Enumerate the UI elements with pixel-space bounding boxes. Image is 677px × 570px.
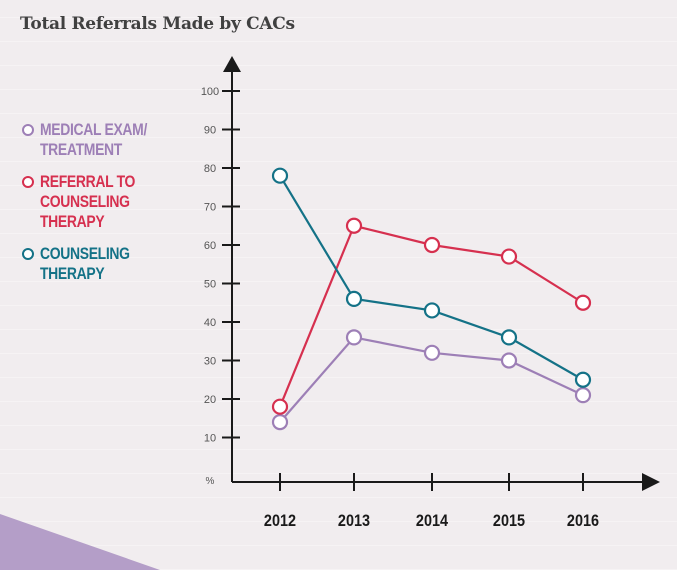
series-point-0-2013 bbox=[345, 329, 363, 346]
chart-axes: 10 20 30 40 50 60 70 80 90 100% 2012 2013 2014 2015 20… bbox=[201, 56, 660, 530]
series-point-0-2015 bbox=[500, 352, 518, 369]
series-1 bbox=[271, 217, 592, 415]
y-tick-label-60: 60 bbox=[204, 240, 216, 252]
x-tick-label-2012: 2012 bbox=[264, 512, 296, 530]
series-point-2-2013 bbox=[345, 290, 363, 307]
y-tick-label-20: 20 bbox=[204, 394, 216, 406]
y-tick-label-90: 90 bbox=[204, 125, 216, 137]
y-tick-label-70: 70 bbox=[204, 202, 216, 214]
x-tick-label-2014: 2014 bbox=[416, 512, 448, 530]
legend-item-referral: REFERRAL TO COUNSELING THERAPY bbox=[20, 172, 200, 232]
chart-series bbox=[271, 167, 592, 431]
series-point-2-2016 bbox=[574, 371, 592, 388]
series-point-1-2015 bbox=[500, 248, 518, 265]
legend-marker-counseling bbox=[22, 248, 34, 260]
chart-title: Total Referrals Made by CACs bbox=[20, 14, 295, 34]
y-tick-label-50: 50 bbox=[204, 279, 216, 291]
series-point-1-2016 bbox=[574, 294, 592, 311]
series-point-0-2016 bbox=[574, 387, 592, 404]
y-axis-unit-label: % bbox=[206, 476, 215, 487]
series-point-2-2015 bbox=[500, 329, 518, 346]
legend-marker-referral bbox=[22, 176, 34, 188]
series-2 bbox=[271, 167, 592, 388]
x-axis-arrow bbox=[642, 473, 660, 491]
series-point-0-2012 bbox=[271, 414, 289, 431]
series-point-2-2012 bbox=[271, 167, 289, 184]
legend-marker-medical bbox=[22, 124, 34, 136]
legend-item-counseling: COUNSELING THERAPY bbox=[20, 244, 200, 284]
series-point-0-2014 bbox=[423, 344, 441, 361]
footer-band bbox=[0, 514, 160, 570]
y-tick-label-10: 10 bbox=[204, 433, 216, 445]
legend-item-medical: MEDICAL EXAM/ TREATMENT bbox=[20, 120, 200, 160]
series-point-2-2014 bbox=[423, 302, 441, 319]
y-tick-label-40: 40 bbox=[204, 317, 216, 329]
legend-label-referral: REFERRAL TO COUNSELING THERAPY bbox=[40, 172, 136, 231]
legend-label-counseling: COUNSELING THERAPY bbox=[40, 244, 130, 283]
y-tick-label-80: 80 bbox=[204, 163, 216, 175]
series-point-1-2013 bbox=[345, 217, 363, 234]
x-tick-label-2015: 2015 bbox=[493, 512, 525, 530]
y-axis-arrow bbox=[223, 56, 241, 72]
x-tick-label-2013: 2013 bbox=[338, 512, 370, 530]
y-tick-label-30: 30 bbox=[204, 356, 216, 368]
y-tick-label-100: 100 bbox=[201, 86, 219, 98]
series-point-1-2014 bbox=[423, 236, 441, 254]
x-tick-label-2016: 2016 bbox=[567, 512, 599, 530]
legend-label-medical: MEDICAL EXAM/ TREATMENT bbox=[40, 120, 148, 159]
series-0 bbox=[271, 329, 592, 431]
series-point-1-2012 bbox=[271, 398, 289, 415]
legend: MEDICAL EXAM/ TREATMENT REFERRAL TO COUN… bbox=[20, 120, 200, 296]
